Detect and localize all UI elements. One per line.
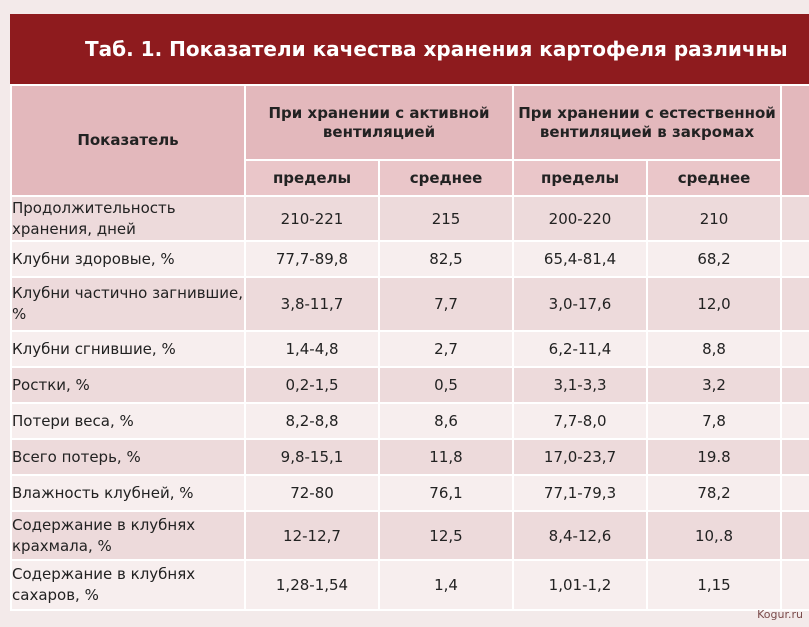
row-label: Всего потерь, % bbox=[10, 438, 246, 476]
cell-natural-range: 17,0-23,7 bbox=[512, 438, 649, 476]
cell-active-average: 0,5 bbox=[377, 366, 515, 404]
table-row: Продолжительность хранения, дней 210-221 2… bbox=[10, 195, 809, 242]
cell-natural-average: 210 bbox=[646, 195, 783, 242]
cell-natural-average: 68,2 bbox=[646, 240, 783, 278]
cell-active-range: 77,7-89,8 bbox=[244, 240, 380, 278]
cell-active-average: 82,5 bbox=[377, 240, 515, 278]
watermark: Kogur.ru bbox=[757, 608, 803, 621]
table-row: Влажность клубней, % 72-80 76,1 77,1-79,3 78… bbox=[10, 474, 809, 512]
cell-natural-range: 77,1-79,3 bbox=[512, 474, 649, 512]
cell-active-range: 210-221 bbox=[244, 195, 380, 242]
header-active-average: среднее bbox=[377, 159, 515, 197]
cell-active-average: 76,1 bbox=[377, 474, 515, 512]
cell-natural-average: 1,15 bbox=[646, 559, 783, 611]
cell-active-range: 12-12,7 bbox=[244, 510, 380, 561]
cell-natural-average: 78,2 bbox=[646, 474, 783, 512]
cell-active-average: 215 bbox=[377, 195, 515, 242]
quality-table: Показатель При хранении с активной венти… bbox=[10, 84, 809, 611]
cell-cut bbox=[780, 559, 809, 611]
cell-cut bbox=[780, 474, 809, 512]
header-indicator: Показатель bbox=[10, 84, 246, 197]
header-natural-average: среднее bbox=[646, 159, 783, 197]
table-row: Ростки, % 0,2-1,5 0,5 3,1-3,3 3,2 bbox=[10, 366, 809, 404]
cell-natural-range: 65,4-81,4 bbox=[512, 240, 649, 278]
row-label: Влажность клубней, % bbox=[10, 474, 246, 512]
header-active-ventilation: При хранении с активной вентиляцией bbox=[243, 84, 515, 161]
cell-cut bbox=[780, 366, 809, 404]
row-label: Потери веса, % bbox=[10, 402, 246, 440]
cell-active-average: 2,7 bbox=[377, 330, 515, 368]
cell-natural-average: 7,8 bbox=[646, 402, 783, 440]
cell-natural-average: 12,0 bbox=[646, 276, 783, 332]
table-row: Всего потерь, % 9,8-15,1 11,8 17,0-23,7 19.8 bbox=[10, 438, 809, 476]
row-label: Содержание в клубнях сахаров, % bbox=[10, 559, 246, 611]
cell-active-average: 1,4 bbox=[377, 559, 515, 611]
cell-active-range: 0,2-1,5 bbox=[244, 366, 380, 404]
cell-natural-range: 3,1-3,3 bbox=[512, 366, 649, 404]
cell-active-average: 11,8 bbox=[377, 438, 515, 476]
table-row: Содержание в клубнях сахаров, % 1,28-1,54… bbox=[10, 559, 809, 611]
cell-active-range: 3,8-11,7 bbox=[244, 276, 380, 332]
table-row: Клубни здоровые, % 77,7-89,8 82,5 65,4-81,4… bbox=[10, 240, 809, 278]
cell-active-average: 12,5 bbox=[377, 510, 515, 561]
cell-cut bbox=[780, 330, 809, 368]
header-cut-column bbox=[780, 84, 809, 197]
row-label: Продолжительность хранения, дней bbox=[10, 195, 246, 242]
cell-cut bbox=[780, 510, 809, 561]
header-active-range: пределы bbox=[244, 159, 380, 197]
row-label: Клубни здоровые, % bbox=[10, 240, 246, 278]
table-row: Потери веса, % 8,2-8,8 8,6 7,7-8,0 7,8 bbox=[10, 402, 809, 440]
cell-natural-average: 8,8 bbox=[646, 330, 783, 368]
table-row: Клубни сгнившие, % 1,4-4,8 2,7 6,2-11,4 8,8 bbox=[10, 330, 809, 368]
row-label: Клубни сгнившие, % bbox=[10, 330, 246, 368]
cell-active-average: 8,6 bbox=[377, 402, 515, 440]
cell-active-range: 9,8-15,1 bbox=[244, 438, 380, 476]
cell-active-range: 8,2-8,8 bbox=[244, 402, 380, 440]
cell-natural-range: 3,0-17,6 bbox=[512, 276, 649, 332]
cell-active-range: 72-80 bbox=[244, 474, 380, 512]
cell-natural-average: 3,2 bbox=[646, 366, 783, 404]
table-row: Клубни частично загнившие, % 3,8-11,7 7,7 3… bbox=[10, 276, 809, 332]
cell-cut bbox=[780, 402, 809, 440]
cell-active-average: 7,7 bbox=[377, 276, 515, 332]
row-label: Клубни частично загнившие, % bbox=[10, 276, 246, 332]
header-natural-range: пределы bbox=[512, 159, 649, 197]
cell-cut bbox=[780, 276, 809, 332]
cell-cut bbox=[780, 240, 809, 278]
row-label: Ростки, % bbox=[10, 366, 246, 404]
table-row: Содержание в клубнях крахмала, % 12-12,7 1… bbox=[10, 510, 809, 561]
cell-natural-range: 1,01-1,2 bbox=[512, 559, 649, 611]
cell-active-range: 1,4-4,8 bbox=[244, 330, 380, 368]
cell-natural-average: 19.8 bbox=[646, 438, 783, 476]
cell-active-range: 1,28-1,54 bbox=[244, 559, 380, 611]
cell-cut bbox=[780, 438, 809, 476]
table-title: Таб. 1. Показатели качества хранения кар… bbox=[10, 14, 809, 84]
cell-natural-range: 6,2-11,4 bbox=[512, 330, 649, 368]
header-natural-ventilation: При хранении с естественной вентиляцией … bbox=[512, 84, 783, 161]
cell-natural-range: 200-220 bbox=[512, 195, 649, 242]
cell-natural-range: 8,4-12,6 bbox=[512, 510, 649, 561]
row-label: Содержание в клубнях крахмала, % bbox=[10, 510, 246, 561]
cell-natural-average: 10,.8 bbox=[646, 510, 783, 561]
cell-cut bbox=[780, 195, 809, 242]
cell-natural-range: 7,7-8,0 bbox=[512, 402, 649, 440]
